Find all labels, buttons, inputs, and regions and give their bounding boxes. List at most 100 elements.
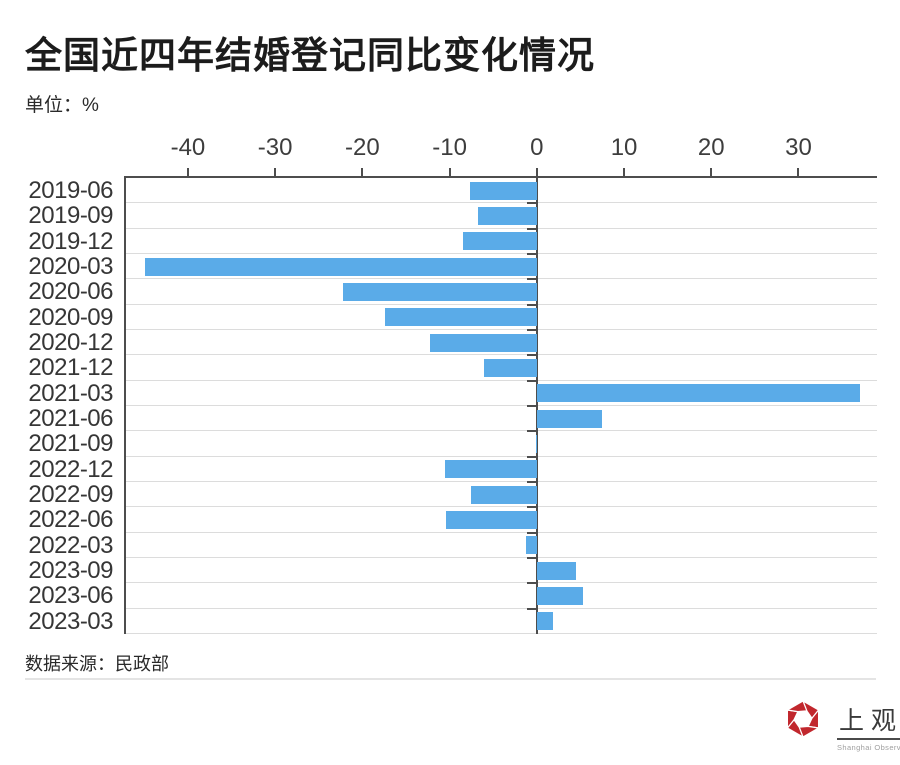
x-axis-tick-label: -20 [345,134,380,161]
bar [446,511,537,529]
y-axis-label: 2020-12 [28,329,113,356]
x-axis-tick-label: -30 [257,134,293,161]
x-axis-tick-label: 0 [530,134,544,161]
zero-axis-tick [526,253,537,255]
x-axis-tick [448,168,451,176]
zero-axis-tick [526,455,537,458]
y-axis-label: 2023-06 [28,582,113,610]
y-axis-label: 2019-12 [28,227,113,255]
y-axis-label: 2021-12 [28,354,113,382]
x-axis-tick-label: 10 [610,134,638,161]
bar [536,561,577,580]
y-axis-label: 2023-09 [28,557,113,584]
y-axis-label: 2022-09 [28,481,113,508]
gridline [126,379,877,381]
y-axis-label: 2019-09 [28,202,113,230]
x-axis-tick-label: 20 [697,134,725,161]
gridline [126,227,877,229]
zero-axis-tick [526,278,537,281]
y-axis-label: 2020-03 [28,253,113,280]
shanghai-observer-logo: 上观 Shanghai Observer [784,700,900,752]
y-axis-label: 2022-03 [28,531,113,559]
gridline [126,531,877,533]
gridline [126,329,877,330]
x-axis-tick [361,168,364,176]
y-axis-line [124,176,126,634]
bar [343,283,537,301]
bar [430,333,537,352]
gridline [126,303,877,305]
bar [536,587,584,605]
gridline [126,582,877,584]
bar [469,181,537,200]
gridline [126,405,877,406]
gridline [126,506,877,508]
gridline [126,557,877,558]
zero-axis-tick [526,481,537,483]
bar [471,485,537,504]
x-axis-tick-label: 30 [785,134,812,161]
source-note: 数据来源：民政部 [25,654,169,674]
y-axis-label: 2021-09 [28,430,113,458]
gridline [126,278,877,280]
x-axis-tick-label: -40 [170,134,206,161]
gridline [126,430,877,432]
x-axis-tick [535,168,538,176]
y-axis-label: 2019-06 [28,177,113,204]
gridline [126,481,877,482]
zero-axis-tick [526,303,537,306]
zero-axis-tick [526,379,537,382]
zero-axis-tick [526,329,537,331]
bar [445,460,537,479]
zero-axis-tick [526,354,537,357]
zero-axis-tick [526,607,537,610]
bar [385,308,537,327]
gridline [126,607,877,609]
x-axis-tick [710,168,713,176]
bar [145,257,537,276]
bar [536,612,553,631]
gridline [126,455,877,457]
bar [536,409,603,428]
chart-title: 全国近四年结婚登记同比变化情况 [25,35,595,76]
zero-axis-tick [526,506,537,509]
zero-axis-tick [526,582,537,585]
zero-axis-tick [526,227,537,230]
zero-axis-tick [526,430,537,433]
x-axis-tick [274,168,277,176]
y-axis-label: 2021-06 [28,405,113,432]
bar [462,232,537,251]
aperture-logo-icon [786,700,820,738]
logo-subtitle: Shanghai Observer [837,743,900,752]
footer-divider [25,678,876,680]
gridline [126,633,877,634]
x-axis-line [124,176,877,178]
x-axis-tick [797,168,800,176]
x-axis-tick [623,168,626,176]
zero-axis-tick [526,202,537,205]
y-axis-label: 2022-12 [28,455,113,483]
gridline [126,202,877,204]
y-axis-label: 2023-03 [28,607,113,635]
y-axis-label: 2021-03 [28,379,113,407]
zero-axis-tick [526,557,537,559]
gridline [126,253,877,254]
zero-axis-tick [526,531,537,534]
logo-text-block: 上观 Shanghai Observer [837,700,900,752]
logo-name: 上观 [837,701,900,740]
bar [535,435,537,453]
x-axis-tick-label: -10 [432,134,467,161]
bar [478,207,537,225]
y-axis-labels: 2019-06 2019-09 2019-12 2020-03 2020-06 2020-… [0,178,113,634]
zero-axis-tick [526,405,537,407]
plot-area: -40 -30 -20 -10 0 10 20 30 [124,134,877,634]
y-axis-label: 2022-06 [28,506,113,534]
bar [484,359,537,377]
gridline [126,354,877,356]
unit-label: 单位：% [25,95,99,116]
zero-axis-line [535,178,538,634]
bar [526,536,537,555]
bar [536,384,861,403]
y-axis-label: 2020-09 [28,303,113,331]
